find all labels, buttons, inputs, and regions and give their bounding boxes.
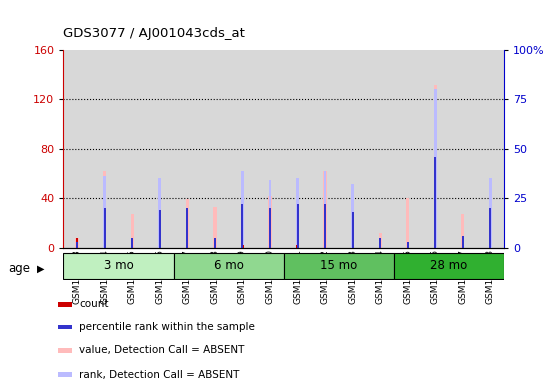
Text: count: count [79,300,109,310]
Bar [76,238,78,248]
Bar [489,208,491,248]
Bar [241,204,244,248]
Bar [131,238,133,248]
Bar [104,208,106,248]
FancyBboxPatch shape [63,253,174,279]
Bar [296,197,299,248]
Bar [323,171,327,248]
Bar [131,245,133,248]
Bar [406,198,409,248]
FancyBboxPatch shape [174,253,284,279]
Bar [449,50,477,248]
Bar [489,245,491,248]
Bar [76,242,78,248]
Bar [158,202,161,248]
Text: age: age [8,262,30,275]
Bar [489,198,492,248]
Bar [269,208,271,248]
FancyBboxPatch shape [284,253,394,279]
Bar [214,238,216,248]
Bar [241,193,244,248]
Bar [407,242,409,248]
Bar [75,238,79,248]
Bar [104,245,106,248]
Bar [461,214,464,248]
Bar [91,50,118,248]
Bar [57,302,72,307]
Text: value, Detection Call = ABSENT: value, Detection Call = ABSENT [79,346,245,356]
Bar [63,50,91,248]
Bar [324,204,326,248]
Bar [434,84,437,248]
Bar [296,179,299,248]
Bar [366,50,394,248]
Bar [324,245,326,248]
Bar [477,50,504,248]
Bar [379,233,382,248]
Text: rank, Detection Call = ABSENT: rank, Detection Call = ABSENT [79,370,240,380]
Bar [103,171,106,248]
Bar [296,204,299,248]
Bar [159,210,161,248]
Text: 28 mo: 28 mo [430,260,468,272]
Bar [284,50,311,248]
Bar [146,50,174,248]
Bar [269,245,271,248]
Bar [323,170,326,248]
Bar [434,89,436,248]
Bar [269,180,271,248]
Bar [241,170,244,248]
Bar [434,245,436,248]
Bar [57,348,72,353]
Bar [256,50,284,248]
Text: 3 mo: 3 mo [104,260,133,272]
Bar [174,50,201,248]
Bar [159,179,161,248]
Bar [352,245,354,248]
Bar [462,236,464,248]
Bar [186,208,188,248]
FancyBboxPatch shape [394,253,504,279]
Bar [434,157,436,248]
Bar [131,214,134,248]
Bar [186,199,189,248]
Text: 6 mo: 6 mo [214,260,244,272]
Bar [379,238,381,248]
Bar [311,50,339,248]
Bar [407,245,409,248]
Text: ▶: ▶ [37,264,45,274]
Bar [241,245,244,248]
Bar [213,207,217,248]
Bar [201,50,229,248]
Bar [104,177,106,248]
Bar [379,245,381,248]
Bar [352,184,354,248]
Bar [352,212,354,248]
Bar [229,50,256,248]
Text: percentile rank within the sample: percentile rank within the sample [79,322,255,332]
Bar [186,245,188,248]
Bar [296,245,299,248]
Text: GDS3077 / AJ001043cds_at: GDS3077 / AJ001043cds_at [63,27,245,40]
Bar [422,50,449,248]
Bar [214,245,216,248]
Bar [118,50,146,248]
Bar [489,179,491,248]
Bar [159,245,161,248]
Bar [57,372,72,377]
Bar [339,50,366,248]
Bar [462,245,464,248]
Bar [394,50,422,248]
Bar [268,196,272,248]
Bar [351,203,354,248]
Text: 15 mo: 15 mo [320,260,358,272]
Bar [57,324,72,329]
